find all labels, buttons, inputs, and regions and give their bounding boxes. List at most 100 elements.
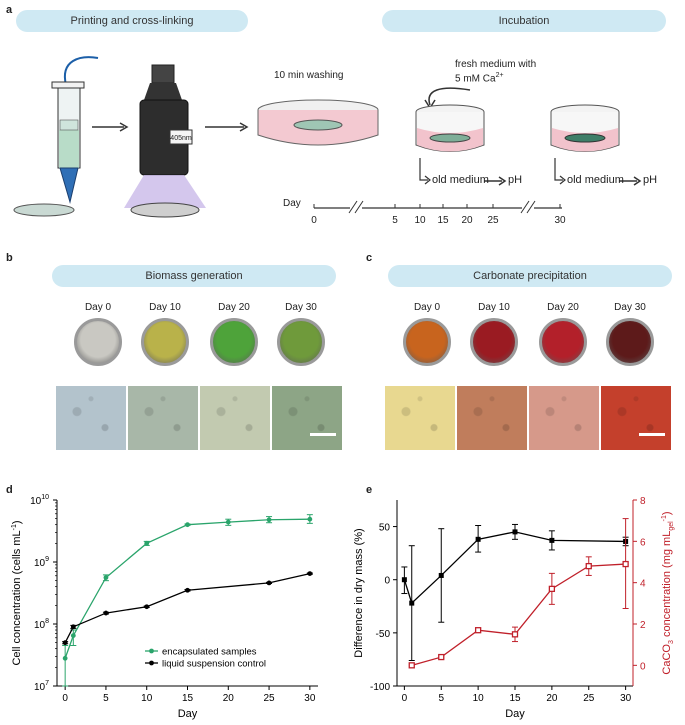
right-label-sup: -1 bbox=[661, 515, 668, 521]
ph-label-1: pH bbox=[508, 174, 523, 186]
series-line bbox=[64, 518, 310, 659]
x-tick-label: 0 bbox=[402, 693, 408, 704]
data-point bbox=[144, 604, 150, 610]
x-tick-label: 5 bbox=[103, 693, 109, 704]
data-point bbox=[225, 519, 231, 525]
biomass-micrograph bbox=[128, 386, 198, 450]
washing-dish-icon bbox=[257, 99, 379, 146]
carbonate-sample-dish bbox=[539, 318, 587, 366]
data-point bbox=[585, 562, 592, 570]
biomass-sample-dish bbox=[74, 318, 122, 366]
right-y-tick-label: 0 bbox=[640, 661, 646, 672]
timeline-tick-label: 30 bbox=[554, 215, 566, 226]
x-tick-label: 25 bbox=[583, 693, 595, 704]
data-point bbox=[70, 624, 76, 630]
pill-biomass: Biomass generation bbox=[52, 265, 336, 287]
x-tick-label: 15 bbox=[182, 693, 194, 704]
carbonate-micrograph bbox=[601, 386, 671, 450]
data-point bbox=[103, 610, 109, 616]
data-point bbox=[144, 540, 150, 546]
data-point bbox=[475, 536, 481, 542]
pill-printing: Printing and cross-linking bbox=[16, 10, 248, 32]
data-point bbox=[70, 633, 76, 638]
legend-label: liquid suspension control bbox=[162, 659, 266, 670]
carbonate-sample-dish bbox=[403, 318, 451, 366]
carbonate-sample-dish bbox=[470, 318, 518, 366]
biomass-day-label: Day 30 bbox=[285, 302, 317, 313]
carbonate-scale-bar bbox=[639, 433, 665, 436]
washing-label: 10 min washing bbox=[274, 70, 344, 81]
panel-e-letter: e bbox=[366, 484, 373, 496]
carbonate-micrograph bbox=[457, 386, 527, 450]
data-point bbox=[266, 580, 272, 586]
right-y-tick-label: 8 bbox=[640, 496, 646, 507]
data-point bbox=[549, 537, 555, 543]
data-point bbox=[62, 640, 68, 646]
x-axis-label: Day bbox=[178, 708, 198, 720]
right-label-sub: 3 bbox=[668, 640, 675, 644]
series-line bbox=[403, 531, 626, 605]
x-tick-label: 30 bbox=[620, 693, 632, 704]
data-point bbox=[185, 587, 190, 593]
lamp-wavelength-label: 405nm bbox=[170, 135, 192, 142]
x-tick-label: 0 bbox=[62, 693, 68, 704]
timeline-tick-label: 10 bbox=[414, 215, 426, 226]
timeline-tick-label: 15 bbox=[437, 215, 449, 226]
timeline bbox=[313, 200, 562, 214]
carbonate-micrograph bbox=[385, 386, 455, 450]
legend-marker bbox=[149, 648, 154, 654]
data-point bbox=[438, 572, 444, 578]
old-medium-label-2: old medium bbox=[567, 174, 624, 186]
y-tick-exponent: 9 bbox=[45, 556, 49, 563]
right-label-mid: concentration (mg mL bbox=[661, 531, 673, 640]
right-y-tick-label: 4 bbox=[640, 579, 646, 590]
uv-lamp-icon: 405nm bbox=[124, 64, 206, 218]
legend-marker bbox=[149, 660, 154, 666]
pill-incubation: Incubation bbox=[382, 10, 666, 32]
carbonate-day-label: Day 20 bbox=[547, 302, 579, 313]
biomass-micrograph bbox=[272, 386, 342, 450]
x-tick-label: 20 bbox=[546, 693, 558, 704]
x-tick-label: 10 bbox=[141, 693, 153, 704]
data-point bbox=[409, 600, 415, 606]
x-tick-label: 30 bbox=[304, 693, 316, 704]
data-point bbox=[438, 653, 445, 661]
y-tick-label: 109 bbox=[34, 556, 49, 569]
fresh-medium-line1: fresh medium with bbox=[455, 59, 537, 70]
carbonate-day-label: Day 0 bbox=[413, 302, 441, 313]
carbonate-day-label: Day 10 bbox=[478, 302, 510, 313]
panel-a-letter: a bbox=[6, 4, 13, 16]
panel-c-letter: c bbox=[366, 252, 373, 264]
pill-carbonate: Carbonate precipitation bbox=[388, 265, 672, 287]
data-point bbox=[62, 655, 68, 661]
y-tick-label: 108 bbox=[34, 618, 49, 631]
timeline-tick-label: 20 bbox=[461, 215, 473, 226]
left-y-axis-label: Difference in dry mass (%) bbox=[353, 528, 365, 657]
incubation-jar-2-icon bbox=[550, 104, 620, 152]
carbonate-day-label: Day 30 bbox=[614, 302, 646, 313]
biomass-micrograph bbox=[200, 386, 270, 450]
y-tick-exponent: 7 bbox=[45, 680, 49, 687]
data-point bbox=[511, 631, 519, 638]
carbonate-sample-dish bbox=[606, 318, 654, 366]
x-tick-label: 10 bbox=[473, 693, 485, 704]
ph-label-2: pH bbox=[643, 174, 658, 186]
data-point bbox=[408, 662, 415, 669]
right-y-tick-label: 2 bbox=[640, 620, 646, 631]
x-tick-label: 15 bbox=[509, 693, 521, 704]
right-y-tick-label: 6 bbox=[640, 537, 646, 548]
panel-b-letter: b bbox=[6, 252, 13, 264]
y-axis-label-end: ) bbox=[11, 520, 23, 524]
biomass-sample-dish bbox=[210, 318, 258, 366]
x-tick-label: 20 bbox=[223, 693, 235, 704]
incubation-jar-1-icon bbox=[415, 104, 485, 152]
panel-a-illustration: 405nm bbox=[13, 56, 642, 218]
y-tick-label: 1010 bbox=[30, 494, 49, 507]
left-y-tick-label: 0 bbox=[384, 576, 390, 587]
old-medium-label-1: old medium bbox=[432, 174, 489, 186]
timeline-tick-label: 5 bbox=[392, 215, 398, 226]
data-point bbox=[548, 585, 556, 593]
syringe-icon bbox=[13, 56, 99, 217]
data-point bbox=[307, 571, 313, 576]
